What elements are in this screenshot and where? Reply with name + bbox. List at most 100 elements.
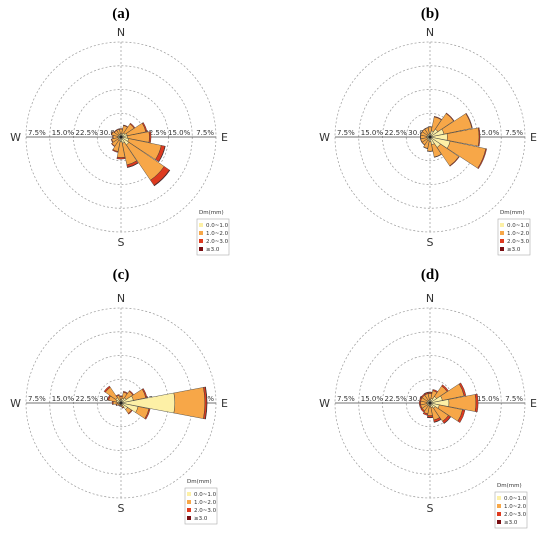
legend-swatch [199, 231, 203, 235]
petal-s-3 [427, 150, 433, 152]
legend-swatch [497, 512, 501, 516]
petal-e-2 [173, 387, 206, 419]
direction-label-s: S [427, 236, 434, 249]
petal-w-3 [112, 135, 114, 139]
ring-label: 15.0% [477, 129, 500, 137]
legend-label: 1.0~2.0 [194, 500, 217, 506]
legend-swatch [199, 223, 203, 227]
petal-wnw-3 [107, 395, 111, 401]
legend-label: 1.0~2.0 [206, 231, 229, 237]
legend-title: Dm(mm) [500, 210, 525, 216]
legend: Dm(mm) 0.0~1.0 1.0~2.0 2.0~3.0 ≥3.0 [494, 483, 528, 529]
petal-nw-3 [103, 385, 111, 393]
petal-ene-3 [141, 122, 148, 133]
legend-label: 0.0~1.0 [194, 492, 217, 498]
ring-label: 15.0% [477, 395, 500, 403]
petal-n-4 [427, 391, 433, 393]
petal-ese-3 [477, 148, 487, 170]
legend-swatch [187, 500, 191, 504]
petal-ene-3 [141, 388, 148, 399]
direction-label-s: S [427, 502, 434, 515]
legend: Dm(mm) 0.0~1.0 1.0~2.0 2.0~3.0 ≥3.0 [184, 479, 218, 525]
petal-e-3 [148, 131, 152, 143]
direction-label-s: S [118, 236, 125, 249]
legend-swatch [500, 239, 504, 243]
petal-se-3 [127, 409, 133, 415]
direction-label-n: N [426, 292, 434, 305]
ring-label: 15.0% [52, 395, 75, 403]
direction-label-w: W [10, 397, 21, 410]
legend-label: ≥3.0 [206, 247, 220, 253]
legend-swatch [187, 508, 191, 512]
petal-wsw-3 [110, 138, 114, 143]
direction-label-e: E [221, 131, 228, 144]
panel-label: (d) [421, 267, 439, 283]
direction-label-n: N [426, 26, 434, 39]
legend-title: Dm(mm) [187, 479, 212, 485]
petal-ne-3 [445, 112, 455, 122]
petal-n-3 [119, 128, 123, 130]
petal-sw-3 [111, 142, 116, 147]
petal-ese-3 [144, 408, 151, 420]
direction-label-e: E [530, 397, 537, 410]
petal-nne-3 [123, 390, 128, 395]
petal-e-3 [474, 393, 479, 413]
legend-swatch [497, 496, 501, 500]
legend-swatch [187, 492, 191, 496]
petal-wnw-3 [110, 131, 114, 136]
ring-label: 22.5% [76, 129, 99, 137]
ring-label: 15.0% [168, 129, 191, 137]
petal-ene-3 [465, 112, 473, 129]
legend-label: ≥3.0 [507, 247, 521, 253]
petal-ssw-3 [422, 411, 428, 416]
petal-e-3 [477, 127, 481, 147]
direction-label-n: N [117, 26, 125, 39]
legend-swatch [500, 223, 504, 227]
ring-label: 15.0% [361, 129, 384, 137]
legend-label: ≥3.0 [504, 520, 518, 526]
petal-nnw-3 [424, 127, 429, 130]
petal-ene-3 [458, 382, 467, 397]
ring-label: 22.5% [144, 129, 167, 137]
direction-label-s: S [118, 502, 125, 515]
petal-w-3 [111, 401, 114, 405]
legend: Dm(mm) 0.0~1.0 1.0~2.0 2.0~3.0 ≥3.0 [196, 210, 230, 256]
ring-label: 7.5% [28, 395, 46, 403]
wind-rose-panel-2: (b)7.5%15.0%22.5%30.0%30.0%22.5%15.0%7.5… [319, 6, 537, 256]
petal-nnw-3 [116, 128, 120, 131]
petal-se-4 [443, 416, 451, 424]
legend-label: ≥3.0 [194, 516, 208, 522]
petal-nnw-3 [115, 394, 120, 397]
legend-label: 2.0~3.0 [507, 239, 530, 245]
legend-swatch [199, 247, 203, 251]
petal-se-3 [449, 156, 460, 167]
petal-ese-4 [158, 145, 166, 163]
center-dot [428, 135, 432, 139]
petal-s-3 [116, 156, 126, 160]
ring-label: 22.5% [385, 395, 408, 403]
ring-label: 7.5% [337, 395, 355, 403]
ring-label: 15.0% [52, 129, 75, 137]
ring-label: 7.5% [505, 129, 523, 137]
legend-label: 2.0~3.0 [194, 508, 217, 514]
legend-label: 0.0~1.0 [206, 223, 229, 229]
direction-label-w: W [319, 131, 330, 144]
legend-label: 2.0~3.0 [504, 512, 527, 518]
petal-ne-3 [441, 384, 449, 392]
ring-label: 30.0% [408, 395, 431, 403]
direction-label-w: W [319, 397, 330, 410]
ring-label: 22.5% [385, 129, 408, 137]
legend-label: 2.0~3.0 [206, 239, 229, 245]
ring-label: 22.5% [76, 395, 99, 403]
legend-title: Dm(mm) [199, 210, 224, 216]
petal-ssw-3 [112, 149, 119, 153]
petal-sw-3 [420, 408, 425, 413]
ring-label: 7.5% [505, 395, 523, 403]
petal-sse-3 [433, 153, 442, 158]
ring-label: 7.5% [28, 129, 46, 137]
legend-swatch [187, 516, 191, 520]
ring-label: 15.0% [361, 395, 384, 403]
petal-e-4 [205, 386, 208, 420]
petal-sse-3 [121, 406, 125, 409]
